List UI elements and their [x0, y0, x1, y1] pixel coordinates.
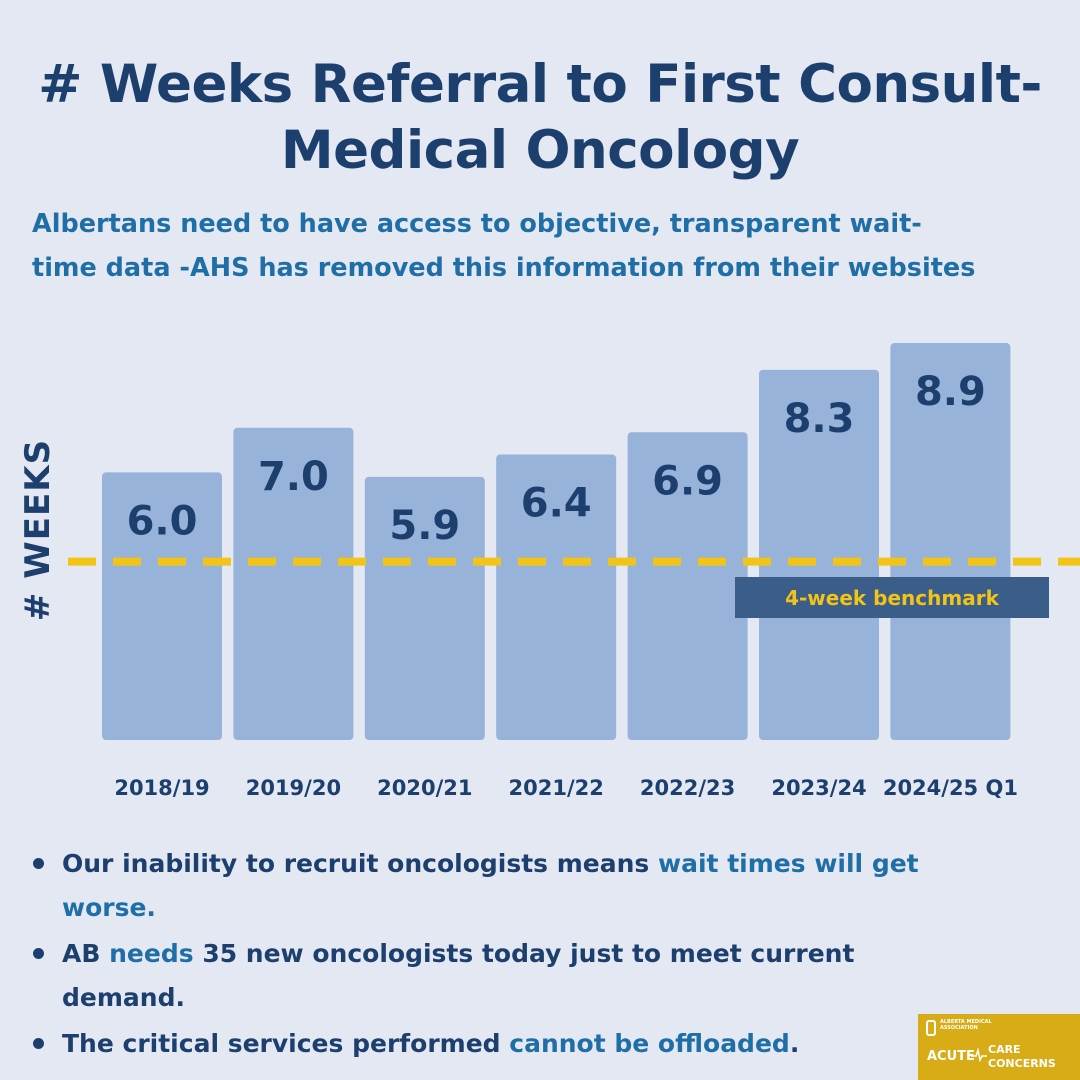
bar-value-label: 8.9 — [915, 369, 986, 415]
subtitle: Albertans need to have access to objecti… — [32, 202, 1072, 290]
ama-acute-care-logo: ALBERTA MEDICAL ASSOCIATION ACUTE CARE C… — [918, 1014, 1080, 1080]
bar-value-label: 8.3 — [784, 396, 855, 442]
subtitle-line-2: time data -AHS has removed this informat… — [32, 253, 976, 283]
x-tick-label: 2022/23 — [640, 776, 735, 800]
bars-layer — [102, 343, 1011, 740]
bullet-1-text: Our inability to recruit oncologists mea… — [62, 849, 659, 878]
bar-2023-24 — [759, 369, 879, 740]
bullet-3-period: . — [789, 1029, 800, 1058]
subtitle-line-1: Albertans need to have access to objecti… — [32, 209, 922, 239]
bullet-3-highlight: cannot be offloaded — [509, 1029, 790, 1058]
x-tick-label: 2018/19 — [114, 776, 209, 800]
logo-concerns-word: CONCERNS — [988, 1057, 1056, 1070]
bar-2019-20 — [233, 427, 354, 740]
bar-value-label: 6.9 — [652, 458, 723, 504]
bullet-item-2: AB needs 35 new oncologists today just t… — [28, 932, 928, 1020]
logo-acute-text: ACUTE — [927, 1049, 975, 1064]
bar-value-label: 6.4 — [521, 481, 592, 527]
bar-2020-21 — [364, 476, 485, 740]
logo-org-name: ALBERTA MEDICAL ASSOCIATION — [940, 1019, 992, 1031]
bullet-3-text: The critical services performed — [62, 1029, 510, 1058]
bullet-item-1: Our inability to recruit oncologists mea… — [28, 842, 928, 930]
x-tick-label: 2023/24 — [771, 776, 866, 800]
logo-care-text: CARE CONCERNS — [988, 1043, 1056, 1071]
x-tick-label: 2021/22 — [509, 776, 604, 800]
benchmark-label: 4-week benchmark — [735, 577, 1049, 618]
heartbeat-icon — [971, 1048, 987, 1062]
bar-2024-25-q1 — [890, 343, 1011, 740]
page-title: # Weeks Referral to First Consult- Medic… — [0, 52, 1080, 184]
title-line-1: # Weeks Referral to First Consult- — [38, 54, 1042, 115]
value-labels-layer: 6.0 7.0 5.9 6.4 6.9 8.3 8.9 — [127, 369, 986, 549]
bullet-2-text-a: AB — [62, 939, 110, 968]
bar-2022-23 — [627, 432, 748, 740]
logo-care-word: CARE — [988, 1043, 1021, 1056]
bullet-2-text-b: 35 new oncologists today just to meet cu… — [62, 939, 855, 1012]
bar-value-label: 6.0 — [127, 498, 198, 544]
x-tick-label: 2019/20 — [246, 776, 341, 800]
bullet-1-highlight: wait times will get worse. — [62, 849, 919, 922]
bar-chart: 6.0 7.0 5.9 6.4 6.9 8.3 8.9 2018/19 2019/20 2020… — [68, 343, 1080, 800]
bullet-item-3: The critical services performed cannot b… — [28, 1022, 928, 1066]
bullet-2-highlight: needs — [109, 939, 194, 968]
ama-emblem-icon — [926, 1020, 936, 1036]
x-tick-label: 2020/21 — [377, 776, 472, 800]
title-line-2: Medical Oncology — [280, 120, 800, 181]
bullet-list: Our inability to recruit oncologists mea… — [28, 842, 928, 1068]
bar-value-label: 7.0 — [258, 454, 329, 500]
bar-2018-19 — [102, 472, 222, 740]
x-tick-label: 2024/25 Q1 — [883, 776, 1018, 800]
x-tick-labels-layer: 2018/19 2019/20 2020/21 2021/22 2022/23 2023/… — [114, 776, 1018, 800]
bar-value-label: 5.9 — [389, 503, 460, 549]
bar-2021-22 — [496, 454, 617, 740]
